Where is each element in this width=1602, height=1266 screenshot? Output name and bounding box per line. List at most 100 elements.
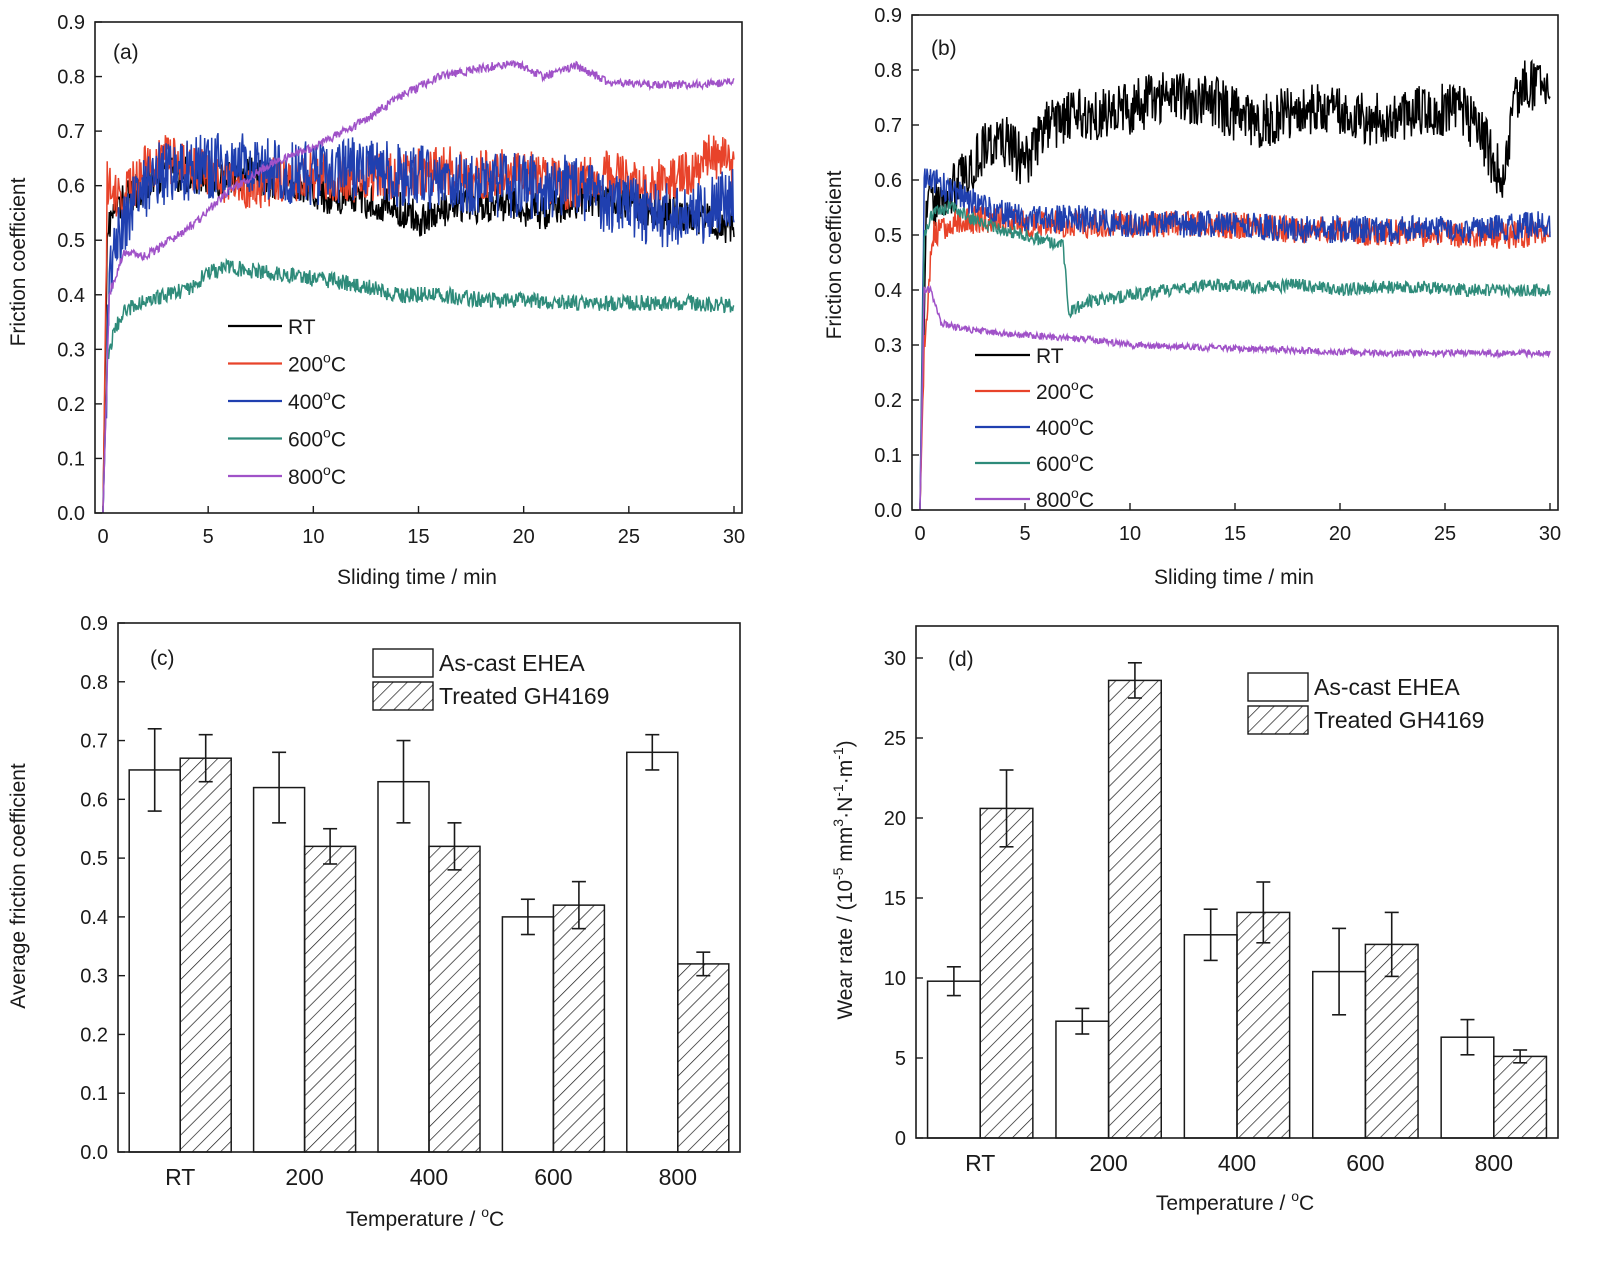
legend-label: RT: [288, 316, 316, 339]
y-tick-label: 0.2: [80, 1024, 108, 1046]
y-tick-label: 20: [884, 808, 906, 830]
y-tick-label: 0.9: [80, 613, 108, 635]
bar-treated-800: [1493, 1055, 1548, 1139]
series-line-600: [102, 257, 735, 514]
panel-c-plot-area: 0.0 0.1 0.2 0.3 0.4 0.5 0.6 0.7 0.8 0.9 RT 200 400 60…: [80, 613, 741, 1190]
legend-label: 200oC: [1036, 377, 1094, 404]
x-tick-label: 20: [513, 526, 535, 548]
y-tick-label: 0.4: [874, 280, 902, 302]
y-tick-label: 0.1: [874, 445, 902, 467]
x-category-label: 800: [1475, 1150, 1513, 1176]
x-tick-label: 15: [407, 526, 429, 548]
legend-swatch: [372, 681, 434, 711]
legend-label: RT: [1036, 345, 1064, 368]
x-tick-label: 10: [1119, 523, 1141, 545]
plot-frame: [915, 625, 1559, 1139]
bar-treated-600: [552, 904, 606, 1153]
y-tick-label: 0.8: [874, 60, 902, 82]
panel-b-letter: (b): [931, 37, 957, 60]
panel-b-plot-area: 0.0 0.1 0.2 0.3 0.4 0.5 0.6 0.7 0.8 0.9 0 5 10 15 20 25…: [874, 5, 1561, 545]
y-tick-label: 0.4: [80, 907, 108, 929]
y-tick-label: 0.5: [57, 230, 85, 252]
x-category-label: 800: [659, 1164, 697, 1190]
panel-a-xlabel: Sliding time / min: [337, 566, 497, 589]
x-tick-label: 0: [914, 523, 925, 545]
y-tick-label: 5: [895, 1048, 906, 1070]
panel-d-plot-area: 0 5 10 15 20 25 30 RT 200 400 600 800 As-cast EHEA Tr…: [884, 625, 1559, 1176]
y-tick-label: 0.1: [80, 1083, 108, 1105]
y-tick-label: 15: [884, 888, 906, 910]
legend-label: As-cast EHEA: [1314, 674, 1460, 700]
panel-c-letter: (c): [150, 647, 175, 670]
y-tick-label: 0.3: [80, 966, 108, 988]
series-line-400: [102, 133, 735, 514]
y-tick-label: 0.9: [874, 5, 902, 27]
x-tick-label: 5: [1019, 523, 1030, 545]
y-tick-label: 0.2: [57, 394, 85, 416]
y-tick-label: 0.0: [57, 503, 85, 525]
plot-frame: [94, 21, 743, 514]
bar-treated-800: [677, 963, 730, 1153]
bar-ascast-rt: [128, 769, 181, 1153]
y-tick-label: 0.3: [57, 339, 85, 361]
x-tick-label: 5: [203, 526, 214, 548]
x-tick-label: 20: [1329, 523, 1351, 545]
plot-frame: [117, 622, 741, 1153]
panel-d-xlabel: Temperature / oC: [1156, 1188, 1314, 1215]
y-tick-label: 0.7: [80, 731, 108, 753]
bar-ascast-400: [377, 780, 430, 1153]
panel-a-ylabel: Friction coefficient: [7, 177, 30, 346]
y-tick-label: 0.7: [57, 121, 85, 143]
legend-label: 600oC: [1036, 449, 1094, 476]
y-tick-label: 0.4: [57, 285, 85, 307]
bar-treated-rt: [979, 807, 1034, 1139]
legend-label: 400oC: [288, 387, 346, 414]
panel-b-ylabel: Friction coefficient: [823, 170, 846, 339]
x-tick-label: 30: [1539, 523, 1561, 545]
y-tick-label: 0: [895, 1128, 906, 1150]
series-line-200: [919, 205, 1551, 511]
bar-treated-rt: [179, 757, 232, 1153]
legend-label: As-cast EHEA: [439, 650, 585, 676]
bar-ascast-rt: [926, 980, 981, 1139]
bar-ascast-200: [1055, 1020, 1110, 1139]
x-category-label: 200: [1089, 1150, 1127, 1176]
legend-label: 600oC: [288, 425, 346, 452]
x-tick-label: 0: [97, 526, 108, 548]
panel-b-xlabel: Sliding time / min: [1154, 566, 1314, 589]
x-category-label: 600: [1346, 1150, 1384, 1176]
y-tick-label: 0.5: [80, 848, 108, 870]
panel-d-letter: (d): [948, 648, 974, 671]
y-tick-label: 0.0: [80, 1142, 108, 1164]
y-tick-label: 0.7: [874, 115, 902, 137]
bar-ascast-200: [252, 786, 306, 1153]
panel-d-ylabel: Wear rate / (10-5 mm3·N-1·m-1): [830, 740, 857, 1019]
legend-label: Treated GH4169: [439, 683, 609, 709]
x-category-label: RT: [965, 1150, 995, 1176]
panel-b: 0.0 0.1 0.2 0.3 0.4 0.5 0.6 0.7 0.8 0.9 0 5 10 15 20 25…: [823, 5, 1561, 589]
panel-c-ylabel: Average friction coefficient: [7, 763, 30, 1009]
bar-treated-200: [1107, 679, 1162, 1139]
y-tick-label: 0.2: [874, 390, 902, 412]
y-tick-label: 30: [884, 648, 906, 670]
x-category-label: 400: [1218, 1150, 1256, 1176]
legend-label: Treated GH4169: [1314, 707, 1484, 733]
bar-ascast-400: [1183, 934, 1238, 1139]
y-tick-label: 0.5: [874, 225, 902, 247]
bar-ascast-600: [501, 916, 555, 1153]
y-tick-label: 0.3: [874, 335, 902, 357]
legend-swatch: [1247, 705, 1309, 735]
y-tick-label: 0.8: [57, 67, 85, 89]
series-line-800: [102, 59, 735, 514]
y-tick-label: 0.8: [80, 672, 108, 694]
x-category-label: RT: [165, 1164, 195, 1190]
bar-treated-400: [1236, 911, 1291, 1139]
y-tick-label: 0.0: [874, 500, 902, 522]
y-tick-label: 0.6: [874, 170, 902, 192]
series-line-rt: [919, 58, 1551, 511]
plot-frame: [911, 14, 1559, 511]
y-tick-label: 0.9: [57, 12, 85, 34]
series-line-400: [919, 168, 1551, 511]
panel-c: 0.0 0.1 0.2 0.3 0.4 0.5 0.6 0.7 0.8 0.9 RT 200 400 60…: [7, 613, 741, 1231]
